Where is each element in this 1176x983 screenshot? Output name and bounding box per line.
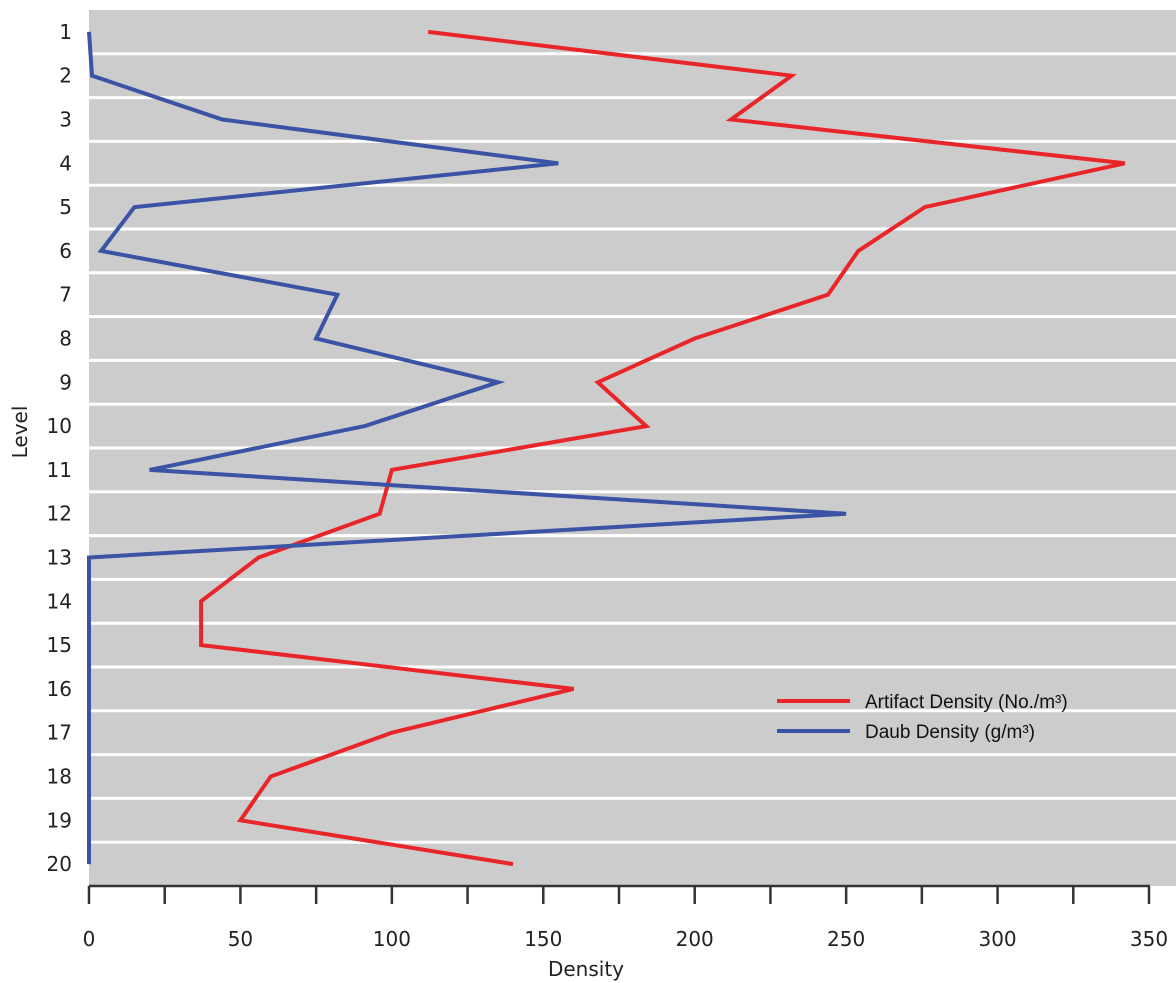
x-tick-label: 250 bbox=[827, 927, 865, 951]
legend: Artifact Density (No./m³) Daub Density (g… bbox=[777, 692, 1068, 743]
y-tick-label: 20 bbox=[47, 852, 72, 876]
y-tick-label: 7 bbox=[59, 283, 72, 307]
y-tick-label: 2 bbox=[59, 64, 72, 88]
y-tick-label: 3 bbox=[59, 108, 72, 132]
y-tick-label: 11 bbox=[47, 458, 72, 482]
x-tick-label: 100 bbox=[373, 927, 411, 951]
y-tick-label: 15 bbox=[47, 633, 72, 657]
legend-label: Artifact Density (No./m³) bbox=[865, 692, 1068, 713]
y-tick-label: 19 bbox=[47, 808, 72, 832]
series-line-daub-density bbox=[87, 31, 847, 865]
x-tick-label: 150 bbox=[524, 927, 562, 951]
x-tick-label: 300 bbox=[978, 927, 1016, 951]
x-axis: 0 50 100 150 200 250 300 350 bbox=[83, 884, 1168, 951]
y-tick-label: 16 bbox=[47, 677, 72, 701]
y-axis-title: Level bbox=[8, 406, 32, 459]
y-tick-label: 9 bbox=[59, 370, 72, 394]
legend-label: Daub Density (g/m³) bbox=[865, 722, 1035, 743]
y-tick-label: 13 bbox=[47, 546, 72, 570]
x-tick-label: 0 bbox=[83, 927, 96, 951]
y-tick-label: 12 bbox=[47, 502, 72, 526]
series-line-artifact-density bbox=[199, 29, 1126, 867]
series-lines bbox=[87, 29, 1126, 867]
y-tick-label: 8 bbox=[59, 327, 72, 351]
x-axis-title: Density bbox=[548, 957, 624, 981]
y-tick-label: 6 bbox=[59, 239, 72, 263]
y-tick-label: 14 bbox=[47, 589, 72, 613]
y-tick-label: 17 bbox=[47, 721, 72, 745]
y-tick-label: 10 bbox=[47, 414, 72, 438]
y-tick-label: 5 bbox=[59, 195, 72, 219]
y-tick-label: 18 bbox=[47, 765, 72, 789]
x-tick-label: 50 bbox=[228, 927, 253, 951]
gridlines bbox=[89, 52, 1176, 844]
x-tick-label: 350 bbox=[1130, 927, 1168, 951]
y-tick-label: 1 bbox=[59, 20, 72, 44]
y-tick-label: 4 bbox=[59, 151, 72, 175]
x-tick-label: 200 bbox=[676, 927, 714, 951]
